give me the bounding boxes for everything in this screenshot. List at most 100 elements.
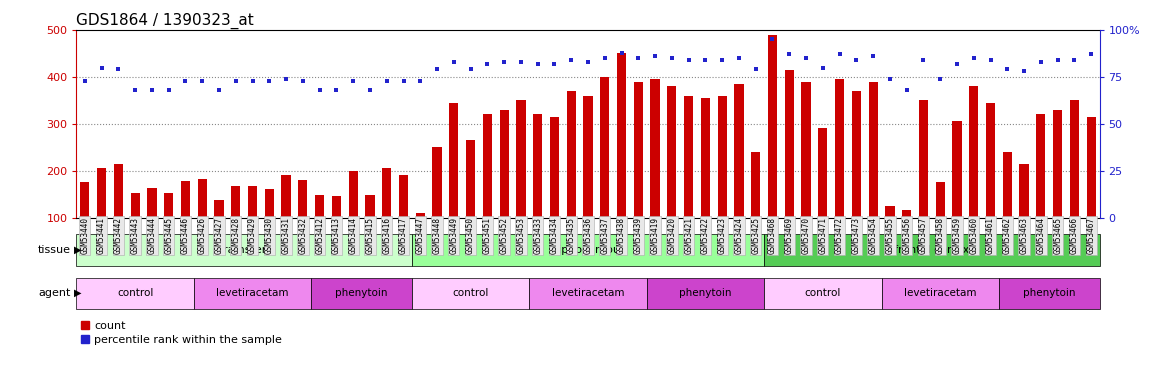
Text: GSM53417: GSM53417 bbox=[399, 217, 408, 254]
Bar bbox=[232, 186, 240, 218]
Point bbox=[629, 55, 648, 61]
Text: GSM53461: GSM53461 bbox=[985, 217, 995, 254]
Bar bbox=[583, 96, 593, 218]
Point bbox=[243, 78, 262, 84]
Text: GSM53434: GSM53434 bbox=[550, 217, 559, 254]
Point bbox=[763, 36, 782, 42]
Bar bbox=[533, 114, 542, 218]
Text: GSM53425: GSM53425 bbox=[751, 217, 760, 254]
Text: GSM53450: GSM53450 bbox=[466, 217, 475, 254]
Point bbox=[394, 78, 413, 84]
Text: GSM53447: GSM53447 bbox=[416, 217, 425, 254]
Text: GSM53448: GSM53448 bbox=[433, 217, 441, 254]
Text: GSM53421: GSM53421 bbox=[684, 217, 693, 254]
Point bbox=[680, 57, 699, 63]
Point bbox=[512, 59, 530, 65]
Bar bbox=[332, 196, 341, 217]
Bar bbox=[1036, 114, 1045, 218]
Text: ▶: ▶ bbox=[74, 288, 81, 298]
Text: GSM53473: GSM53473 bbox=[851, 217, 861, 254]
Text: phenytoin: phenytoin bbox=[1023, 288, 1076, 298]
Bar bbox=[165, 193, 173, 217]
Bar bbox=[1020, 164, 1029, 218]
Bar bbox=[886, 206, 895, 218]
Point bbox=[796, 55, 815, 61]
Text: GSM53436: GSM53436 bbox=[583, 217, 593, 254]
Bar bbox=[433, 147, 442, 218]
Text: GSM53426: GSM53426 bbox=[198, 217, 207, 254]
Bar bbox=[1003, 152, 1011, 217]
Point bbox=[931, 76, 950, 82]
Bar bbox=[764, 278, 882, 309]
Bar bbox=[667, 86, 676, 218]
Bar bbox=[647, 278, 764, 309]
Text: GSM53451: GSM53451 bbox=[483, 217, 492, 254]
Point bbox=[327, 87, 346, 93]
Bar bbox=[366, 195, 375, 217]
Bar bbox=[768, 35, 777, 218]
Text: GSM53412: GSM53412 bbox=[315, 217, 325, 254]
Text: GSM53470: GSM53470 bbox=[802, 217, 810, 254]
Point bbox=[92, 64, 111, 70]
Bar bbox=[194, 278, 312, 309]
Point bbox=[445, 59, 463, 65]
Point bbox=[814, 64, 833, 70]
Bar bbox=[918, 100, 928, 218]
Text: GSM53446: GSM53446 bbox=[181, 217, 191, 254]
Bar bbox=[998, 278, 1100, 309]
Point bbox=[176, 78, 195, 84]
Point bbox=[830, 51, 849, 57]
Text: phenytoin: phenytoin bbox=[335, 288, 388, 298]
Bar bbox=[550, 117, 559, 218]
Text: GSM53416: GSM53416 bbox=[382, 217, 392, 254]
Point bbox=[1048, 57, 1067, 63]
Text: GSM53438: GSM53438 bbox=[617, 217, 626, 254]
Bar bbox=[312, 278, 412, 309]
Bar bbox=[315, 195, 325, 217]
Text: phenytoin: phenytoin bbox=[680, 288, 731, 298]
Point bbox=[863, 53, 882, 59]
Point bbox=[477, 61, 496, 67]
Bar bbox=[299, 180, 307, 218]
Point bbox=[747, 66, 766, 72]
Point bbox=[1065, 57, 1084, 63]
Text: GSM53440: GSM53440 bbox=[80, 217, 89, 254]
Text: GSM53441: GSM53441 bbox=[98, 217, 106, 254]
Bar bbox=[281, 176, 290, 217]
Text: hippocampus: hippocampus bbox=[550, 245, 626, 255]
Bar bbox=[76, 278, 194, 309]
Point bbox=[613, 50, 632, 55]
Bar bbox=[214, 200, 223, 217]
Point bbox=[294, 78, 313, 84]
Text: GSM53433: GSM53433 bbox=[533, 217, 542, 254]
Text: control: control bbox=[453, 288, 489, 298]
Text: GSM53462: GSM53462 bbox=[1003, 217, 1011, 254]
Point bbox=[528, 61, 547, 67]
Text: GSM53428: GSM53428 bbox=[232, 217, 240, 254]
Bar bbox=[198, 179, 207, 218]
Point bbox=[276, 76, 295, 82]
Point bbox=[377, 78, 396, 84]
Bar bbox=[734, 84, 743, 218]
Bar bbox=[784, 70, 794, 217]
Point bbox=[75, 78, 94, 84]
Text: GSM53458: GSM53458 bbox=[936, 217, 944, 254]
Bar bbox=[1070, 100, 1080, 218]
Bar bbox=[500, 110, 509, 218]
Text: GSM53463: GSM53463 bbox=[1020, 217, 1029, 254]
Point bbox=[142, 87, 161, 93]
Text: GSM53456: GSM53456 bbox=[902, 217, 911, 254]
Text: agent: agent bbox=[38, 288, 71, 298]
Text: levetiracetam: levetiracetam bbox=[216, 288, 289, 298]
Point bbox=[713, 57, 731, 63]
Text: GSM53430: GSM53430 bbox=[265, 217, 274, 254]
Text: GSM53419: GSM53419 bbox=[650, 217, 660, 254]
Text: control: control bbox=[804, 288, 841, 298]
Legend: count, percentile rank within the sample: count, percentile rank within the sample bbox=[76, 317, 287, 349]
Point bbox=[1082, 51, 1101, 57]
Bar bbox=[936, 182, 944, 218]
Bar bbox=[617, 54, 626, 217]
Text: GSM53468: GSM53468 bbox=[768, 217, 777, 254]
Bar bbox=[248, 186, 258, 218]
Text: GSM53420: GSM53420 bbox=[667, 217, 676, 254]
